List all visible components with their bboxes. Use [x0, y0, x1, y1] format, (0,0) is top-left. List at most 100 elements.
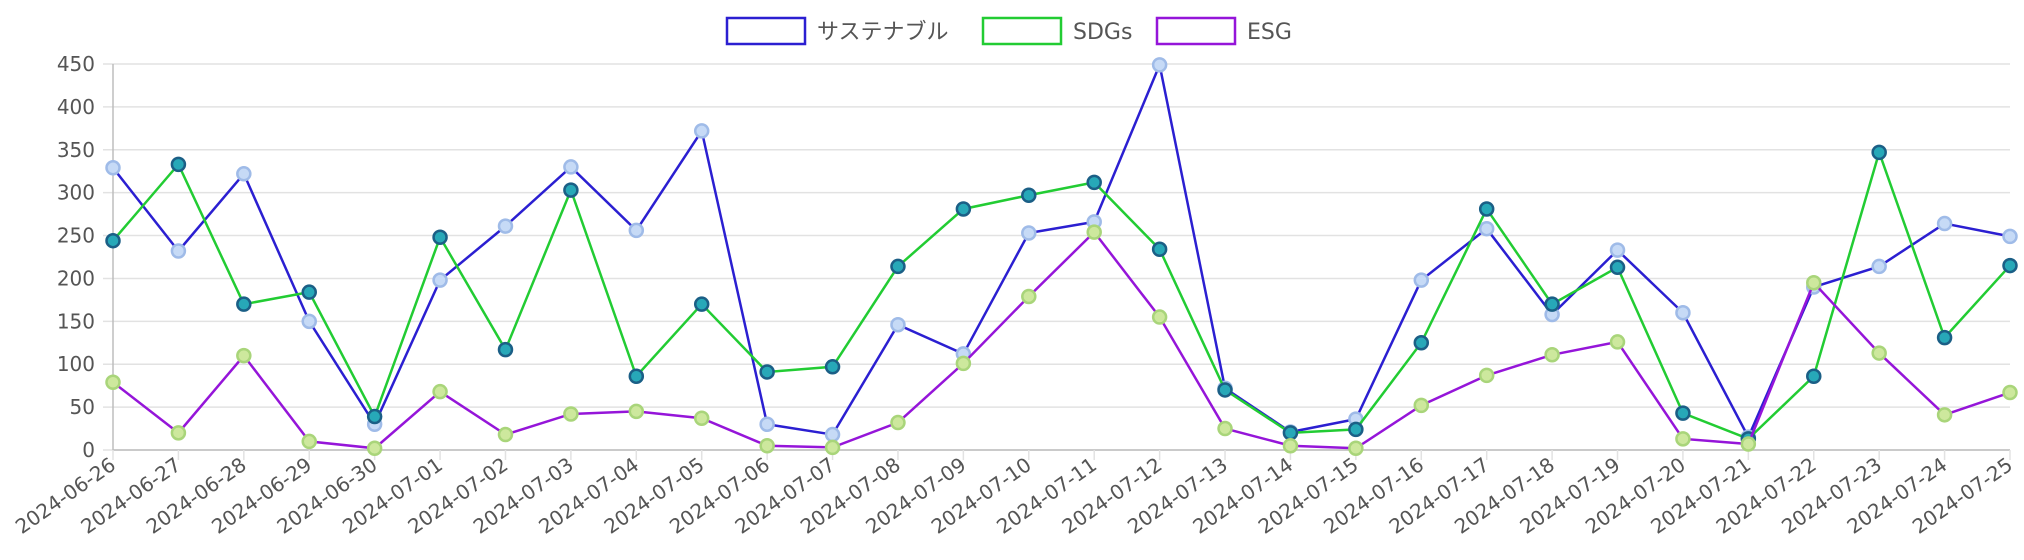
data-point[interactable] — [1151, 309, 1168, 325]
data-point[interactable] — [759, 364, 775, 380]
data-point[interactable] — [1217, 420, 1233, 437]
data-point[interactable] — [1413, 272, 1430, 288]
data-point[interactable] — [1936, 329, 1953, 346]
data-point[interactable] — [628, 222, 645, 239]
data-point[interactable] — [628, 368, 645, 384]
data-point[interactable] — [1675, 405, 1691, 421]
data-point[interactable] — [1021, 288, 1037, 305]
data-point[interactable] — [236, 296, 252, 312]
data-point[interactable] — [497, 426, 514, 443]
y-tick-label: 50 — [70, 395, 95, 419]
data-point[interactable] — [693, 296, 710, 312]
data-point[interactable] — [890, 317, 906, 333]
data-point[interactable] — [1021, 187, 1037, 203]
data-point[interactable] — [824, 359, 841, 375]
data-point[interactable] — [1871, 345, 1887, 361]
data-point[interactable] — [1806, 368, 1822, 384]
data-point[interactable] — [693, 410, 710, 427]
data-point[interactable] — [563, 406, 579, 422]
data-point[interactable] — [563, 182, 579, 198]
data-point[interactable] — [1675, 431, 1691, 447]
legend-swatch[interactable] — [1155, 16, 1237, 46]
data-point[interactable] — [170, 156, 187, 173]
y-tick-label: 200 — [57, 266, 95, 290]
data-point[interactable] — [1609, 334, 1626, 350]
legend-label[interactable]: SDGs — [1073, 20, 1132, 45]
legend-swatch[interactable] — [981, 16, 1063, 46]
data-point[interactable] — [236, 166, 252, 182]
data-point[interactable] — [955, 355, 972, 372]
data-point[interactable] — [1544, 296, 1560, 312]
data-point[interactable] — [890, 258, 906, 275]
data-point[interactable] — [366, 440, 383, 457]
data-point[interactable] — [432, 383, 448, 400]
data-point[interactable] — [236, 347, 252, 364]
legend-item-0[interactable]: サステナブル — [725, 16, 949, 46]
legend-label[interactable]: サステナブル — [817, 20, 949, 45]
data-point[interactable] — [366, 408, 383, 425]
series-1 — [105, 144, 2018, 447]
data-point[interactable] — [1478, 220, 1495, 237]
data-point[interactable] — [170, 243, 187, 259]
legend-label[interactable]: ESG — [1247, 20, 1292, 45]
data-point[interactable] — [1936, 215, 1953, 232]
series-line — [112, 230, 2011, 450]
data-point[interactable] — [1282, 425, 1299, 441]
data-point[interactable] — [1936, 407, 1953, 423]
data-point[interactable] — [1609, 242, 1626, 258]
data-point[interactable] — [2002, 384, 2018, 401]
data-point[interactable] — [170, 425, 187, 441]
data-point[interactable] — [432, 229, 448, 246]
data-point[interactable] — [1478, 367, 1495, 384]
data-point[interactable] — [1740, 436, 1757, 452]
data-point[interactable] — [1348, 440, 1364, 457]
legend-item-1[interactable]: SDGs — [981, 16, 1132, 46]
data-point[interactable] — [105, 232, 121, 249]
data-point[interactable] — [759, 437, 775, 454]
legend-swatch[interactable] — [725, 16, 807, 46]
data-point[interactable] — [563, 159, 579, 175]
data-point[interactable] — [432, 272, 448, 288]
data-point[interactable] — [1282, 437, 1299, 454]
data-point[interactable] — [824, 426, 841, 443]
data-point[interactable] — [890, 414, 906, 431]
data-point[interactable] — [759, 416, 775, 433]
data-point[interactable] — [105, 374, 121, 390]
legend-item-2[interactable]: ESG — [1155, 16, 1292, 46]
data-point[interactable] — [1021, 225, 1037, 241]
data-point[interactable] — [1806, 274, 1822, 291]
data-point[interactable] — [2002, 228, 2018, 245]
data-point[interactable] — [497, 341, 514, 358]
data-point[interactable] — [824, 439, 841, 456]
x-axis-tick-labels: 2024-06-262024-06-272024-06-282024-06-29… — [11, 452, 2017, 538]
data-point[interactable] — [301, 433, 317, 450]
axes — [112, 64, 2011, 460]
data-point[interactable] — [1675, 305, 1691, 321]
data-point[interactable] — [1871, 258, 1887, 275]
data-point[interactable] — [693, 123, 710, 139]
data-point[interactable] — [1151, 57, 1168, 73]
data-point[interactable] — [1478, 201, 1495, 217]
data-point[interactable] — [2002, 257, 2018, 274]
data-point[interactable] — [1413, 397, 1430, 414]
data-point[interactable] — [301, 284, 317, 300]
data-point[interactable] — [1151, 241, 1168, 258]
data-point[interactable] — [955, 201, 972, 217]
data-point[interactable] — [1413, 335, 1430, 351]
data-point[interactable] — [1544, 347, 1560, 363]
data-point[interactable] — [497, 218, 514, 234]
series-lines — [105, 57, 2018, 457]
y-tick-label: 450 — [57, 52, 95, 76]
data-point[interactable] — [1871, 144, 1887, 161]
data-point[interactable] — [628, 403, 645, 420]
data-point[interactable] — [1348, 421, 1364, 438]
data-point[interactable] — [1217, 382, 1233, 398]
data-point[interactable] — [1609, 259, 1626, 276]
data-point[interactable] — [1086, 174, 1102, 191]
legend[interactable]: サステナブル SDGs ESG — [725, 16, 1292, 46]
data-point[interactable] — [301, 313, 317, 330]
series-line — [112, 148, 2011, 441]
data-point[interactable] — [1086, 224, 1102, 240]
data-point[interactable] — [105, 160, 121, 176]
